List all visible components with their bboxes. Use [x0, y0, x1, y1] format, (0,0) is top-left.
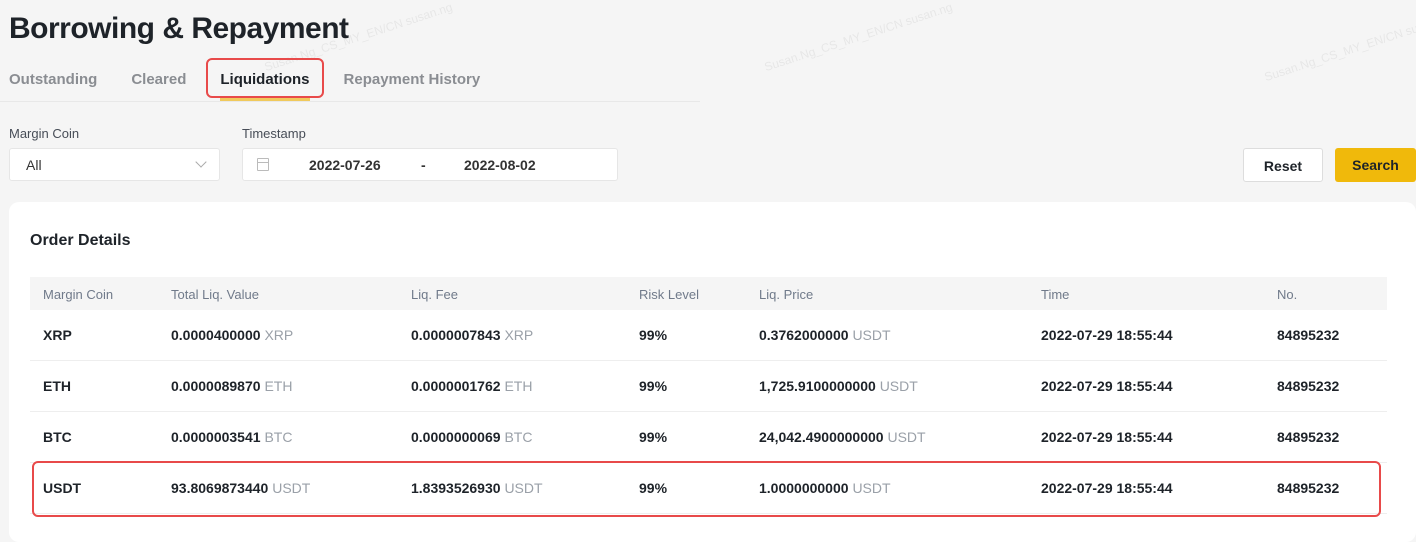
cell-time: 2022-07-29 18:55:44: [1041, 480, 1173, 496]
cell-liq-price: 1.0000000000 USDT: [759, 480, 891, 496]
cell-time: 2022-07-29 18:55:44: [1041, 429, 1173, 445]
unit: USDT: [887, 429, 926, 445]
watermark: Susan.Ng_CS_MY_EN/CN susan.ng: [1262, 9, 1416, 85]
end-date[interactable]: 2022-08-02: [464, 157, 536, 173]
unit: ETH: [264, 378, 293, 394]
unit: BTC: [504, 429, 533, 445]
cell-risk-level: 99%: [639, 327, 668, 343]
cell-risk-level: 99%: [639, 378, 668, 394]
cell-coin: ETH: [43, 378, 71, 394]
section-title: Order Details: [30, 232, 131, 249]
column-header: Liq. Price: [759, 287, 814, 302]
unit: USDT: [504, 480, 543, 496]
cell-time: 2022-07-29 18:55:44: [1041, 327, 1173, 343]
margin-coin-label: Margin Coin: [9, 126, 80, 141]
cell-order-no: 84895232: [1277, 327, 1340, 343]
watermark: Susan.Ng_CS_MY_EN/CN susan.ng: [762, 0, 955, 75]
tab-outstanding[interactable]: Outstanding: [9, 71, 98, 88]
cell-liq-fee: 0.0000007843 XRP: [411, 327, 533, 343]
date-separator: -: [421, 157, 426, 173]
timestamp-label: Timestamp: [242, 126, 306, 141]
cell-liq-fee: 0.0000000069 BTC: [411, 429, 532, 445]
reset-button[interactable]: Reset: [1243, 148, 1323, 182]
value: 0.0000007843: [411, 327, 501, 343]
cell-risk-level: 99%: [639, 429, 668, 445]
tab-liquidations[interactable]: Liquidations: [220, 68, 310, 101]
cell-liq-price: 0.3762000000 USDT: [759, 327, 891, 343]
cell-risk-level: 99%: [639, 480, 668, 496]
table-header: Margin Coin Total Liq. Value Liq. Fee Ri…: [30, 277, 1387, 310]
calendar-icon: [257, 158, 269, 171]
chevron-down-icon: [195, 156, 207, 168]
unit: USDT: [272, 480, 311, 496]
value: 0.0000089870: [171, 378, 261, 394]
search-button[interactable]: Search: [1335, 148, 1416, 182]
value: 0.0000400000: [171, 327, 261, 343]
value: 0.0000000069: [411, 429, 501, 445]
tab-repayment-history[interactable]: Repayment History: [343, 71, 481, 88]
unit: BTC: [264, 429, 293, 445]
table-row: USDT 93.8069873440 USDT 1.8393526930 USD…: [30, 463, 1387, 514]
cell-order-no: 84895232: [1277, 378, 1340, 394]
cell-coin: BTC: [43, 429, 72, 445]
date-range-picker[interactable]: 2022-07-26 - 2022-08-02: [242, 148, 618, 181]
margin-coin-value: All: [26, 157, 42, 173]
cell-total-liq-value: 0.0000003541 BTC: [171, 429, 292, 445]
table-row: BTC 0.0000003541 BTC 0.0000000069 BTC 99…: [30, 412, 1387, 463]
highlight-box-tab: [206, 58, 324, 98]
start-date[interactable]: 2022-07-26: [309, 157, 381, 173]
cell-liq-fee: 0.0000001762 ETH: [411, 378, 532, 394]
value: 1,725.9100000000: [759, 378, 876, 394]
unit: ETH: [504, 378, 533, 394]
unit: XRP: [504, 327, 534, 343]
margin-coin-select[interactable]: All: [9, 148, 220, 181]
cell-order-no: 84895232: [1277, 429, 1340, 445]
column-header: No.: [1277, 287, 1298, 302]
unit: USDT: [879, 378, 918, 394]
cell-total-liq-value: 0.0000400000 XRP: [171, 327, 293, 343]
unit: XRP: [264, 327, 294, 343]
highlight-box-row: [32, 461, 1381, 517]
value: 0.0000001762: [411, 378, 501, 394]
column-header: Time: [1041, 287, 1070, 302]
value: 1.0000000000: [759, 480, 849, 496]
order-details-card: Order Details Margin Coin Total Liq. Val…: [9, 202, 1416, 542]
cell-total-liq-value: 0.0000089870 ETH: [171, 378, 292, 394]
page-title: Borrowing & Repayment: [9, 12, 349, 45]
cell-liq-price: 1,725.9100000000 USDT: [759, 378, 918, 394]
tab-divider: [0, 101, 700, 102]
cell-total-liq-value: 93.8069873440 USDT: [171, 480, 310, 496]
tab-cleared[interactable]: Cleared: [131, 71, 187, 88]
cell-order-no: 84895232: [1277, 480, 1340, 496]
column-header: Total Liq. Value: [171, 287, 259, 302]
cell-liq-price: 24,042.4900000000 USDT: [759, 429, 926, 445]
table-row: XRP 0.0000400000 XRP 0.0000007843 XRP 99…: [30, 310, 1387, 361]
unit: USDT: [852, 327, 891, 343]
cell-coin: USDT: [43, 480, 82, 496]
value: 24,042.4900000000: [759, 429, 884, 445]
value: 0.3762000000: [759, 327, 849, 343]
tab-bar: Outstanding Cleared Liquidations Repayme…: [9, 68, 514, 101]
cell-coin: XRP: [43, 327, 72, 343]
table-row: ETH 0.0000089870 ETH 0.0000001762 ETH 99…: [30, 361, 1387, 412]
column-header: Risk Level: [639, 287, 699, 302]
unit: USDT: [852, 480, 891, 496]
cell-time: 2022-07-29 18:55:44: [1041, 378, 1173, 394]
value: 0.0000003541: [171, 429, 261, 445]
value: 93.8069873440: [171, 480, 269, 496]
value: 1.8393526930: [411, 480, 501, 496]
cell-liq-fee: 1.8393526930 USDT: [411, 480, 543, 496]
column-header: Margin Coin: [43, 287, 114, 302]
column-header: Liq. Fee: [411, 287, 458, 302]
